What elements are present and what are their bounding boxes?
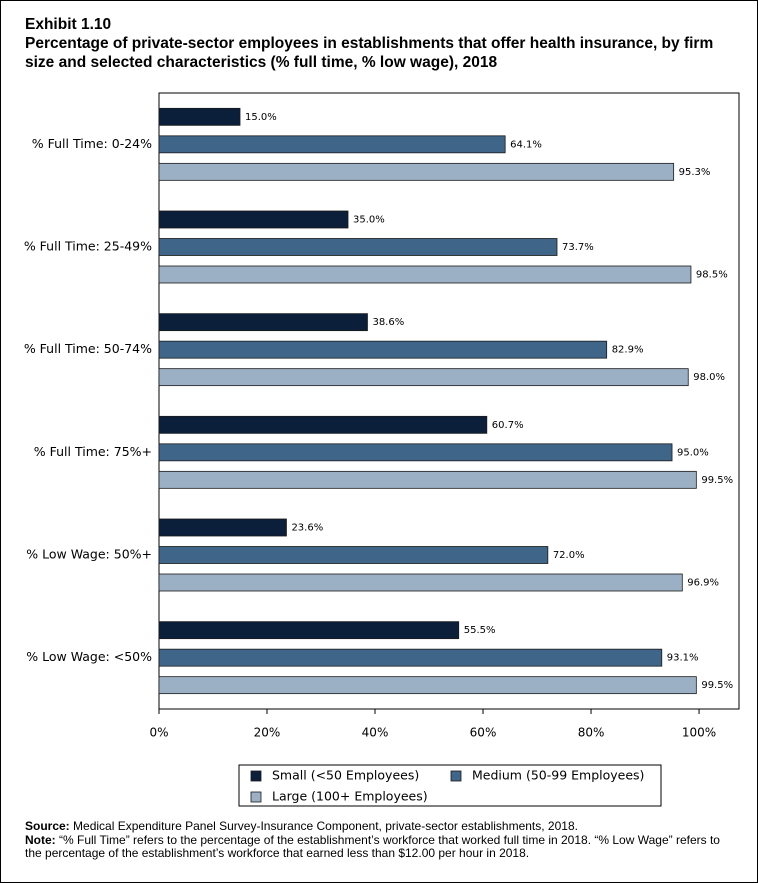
legend-swatch xyxy=(250,791,262,803)
bar xyxy=(158,210,349,229)
x-tick-label: 0% xyxy=(149,726,168,740)
note-text: “% Full Time” refers to the percentage o… xyxy=(25,832,720,860)
value-label: 38.6% xyxy=(372,317,404,328)
bar xyxy=(158,470,697,489)
value-label: 95.3% xyxy=(679,167,711,178)
legend-swatch xyxy=(250,770,262,782)
bar xyxy=(158,162,675,181)
value-label: 23.6% xyxy=(291,523,323,534)
legend-label: Large (100+ Employees) xyxy=(272,789,428,804)
y-tick-label: % Low Wage: 50%+ xyxy=(26,547,152,562)
bar xyxy=(158,313,368,332)
value-label: 35.0% xyxy=(353,215,385,226)
x-tick-label: 80% xyxy=(578,726,605,740)
legend-box xyxy=(238,764,662,807)
bar xyxy=(158,621,460,640)
value-label: 98.5% xyxy=(696,270,728,281)
source-text: Medical Expenditure Panel Survey-Insuran… xyxy=(73,819,578,833)
legend-label: Small (<50 Employees) xyxy=(272,768,419,783)
value-label: 96.9% xyxy=(687,578,719,589)
plot-frame xyxy=(158,92,740,710)
bar xyxy=(158,518,287,537)
value-label: 98.0% xyxy=(693,372,725,383)
header: Exhibit 1.10 Percentage of private-secto… xyxy=(25,15,745,72)
bar xyxy=(158,648,663,667)
value-label: 99.5% xyxy=(701,475,733,486)
note-label: Note: xyxy=(25,832,56,847)
chart-title: Percentage of private-sector employees i… xyxy=(25,35,714,71)
bar xyxy=(158,676,697,695)
value-label: 64.1% xyxy=(510,139,542,150)
bar xyxy=(158,340,608,359)
value-label: 15.0% xyxy=(245,112,277,123)
y-tick-label: % Full Time: 0-24% xyxy=(32,136,152,151)
bar xyxy=(158,107,241,126)
bar xyxy=(158,238,558,256)
x-tick-label: 20% xyxy=(254,726,281,740)
note: Note: “% Full Time” refers to the percen… xyxy=(25,832,735,861)
bar xyxy=(158,443,673,462)
value-label: 60.7% xyxy=(492,420,524,431)
legend-label: Medium (50-99 Employees) xyxy=(472,768,644,783)
x-tick-label: 100% xyxy=(682,726,716,740)
y-tick-label: % Low Wage: <50% xyxy=(26,649,152,664)
source: Source: Medical Expenditure Panel Survey… xyxy=(25,819,735,834)
bar xyxy=(158,546,549,564)
value-label: 93.1% xyxy=(667,653,699,664)
y-tick-label: % Full Time: 75%+ xyxy=(34,444,152,459)
value-label: 82.9% xyxy=(612,345,644,356)
y-tick-label: % Full Time: 25-49% xyxy=(24,239,152,254)
bar xyxy=(158,573,683,592)
source-label: Source: xyxy=(25,819,70,833)
bar xyxy=(158,368,689,387)
value-label: 72.0% xyxy=(553,550,585,561)
value-label: 55.5% xyxy=(464,625,496,636)
footnotes: Source: Medical Expenditure Panel Survey… xyxy=(25,819,735,861)
y-tick-label: % Full Time: 50-74% xyxy=(24,341,152,356)
value-label: 73.7% xyxy=(562,242,594,253)
legend-swatch xyxy=(450,770,462,782)
bar xyxy=(158,415,488,434)
x-tick-label: 60% xyxy=(470,726,497,740)
value-label: 99.5% xyxy=(701,680,733,691)
x-tick-label: 40% xyxy=(362,726,389,740)
bar xyxy=(158,265,692,284)
exhibit-label: Exhibit 1.10 xyxy=(25,16,112,33)
bar xyxy=(158,135,506,154)
value-label: 95.0% xyxy=(677,447,709,458)
